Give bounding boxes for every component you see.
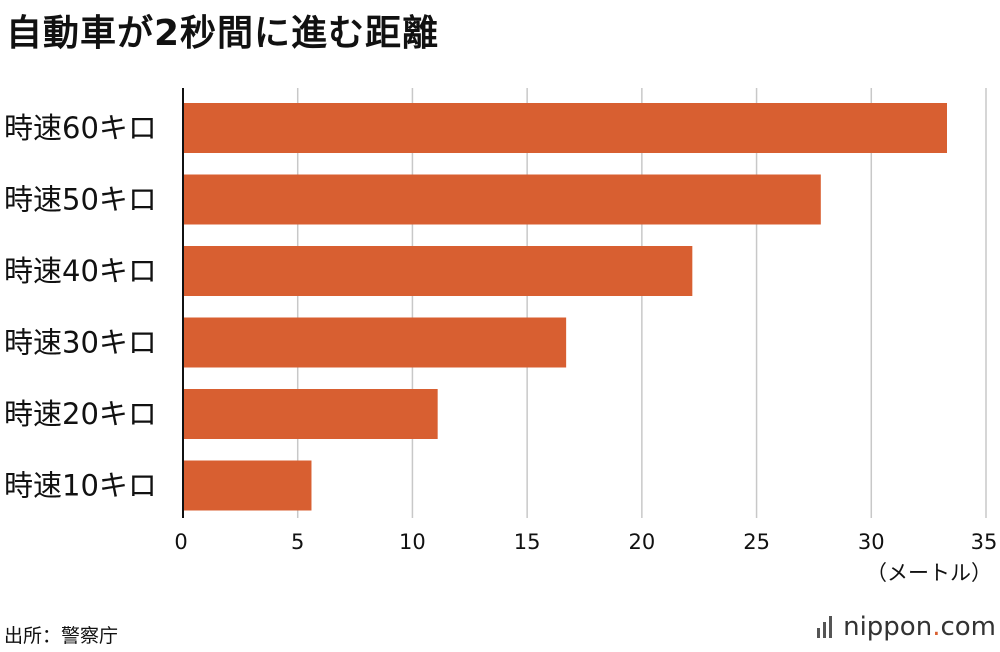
logo-tld: com (940, 612, 996, 642)
x-tick-label-0: 0 (174, 530, 187, 554)
bar-4 (183, 317, 567, 368)
gridlines (296, 88, 987, 518)
x-tick-label-30: 30 (858, 530, 885, 554)
logo-name: nippon (843, 612, 933, 642)
category-label-2: 時速50キロ (4, 183, 157, 217)
bar-1 (183, 103, 947, 153)
bar-2 (183, 174, 821, 225)
bar-5 (183, 389, 438, 439)
logo-bars-icon (817, 616, 835, 638)
x-tick-label-20: 20 (628, 530, 655, 554)
category-label-4: 時速30キロ (4, 326, 157, 360)
bar-3 (183, 246, 693, 296)
bars (183, 103, 947, 511)
x-tick-labels: 0 5 10 15 20 25 30 35 (174, 530, 997, 554)
x-tick-label-15: 15 (514, 530, 541, 554)
chart-title: 自動車が2秒間に進む距離 (6, 13, 440, 54)
category-label-6: 時速10キロ (4, 469, 157, 503)
source-note: 出所：警察庁 (4, 625, 119, 647)
nippon-logo: nippon. com (817, 612, 996, 642)
logo-dot: . (932, 612, 941, 642)
x-tick-label-5: 5 (291, 530, 304, 554)
category-label-5: 時速20キロ (4, 397, 157, 431)
x-tick-label-10: 10 (399, 530, 426, 554)
x-tick-label-35: 35 (971, 530, 998, 554)
x-tick-label-25: 25 (743, 530, 770, 554)
category-label-1: 時速60キロ (4, 111, 157, 145)
x-axis-unit-label: （メートル） (866, 561, 992, 585)
category-label-3: 時速40キロ (4, 254, 157, 288)
bar-6 (183, 460, 312, 511)
